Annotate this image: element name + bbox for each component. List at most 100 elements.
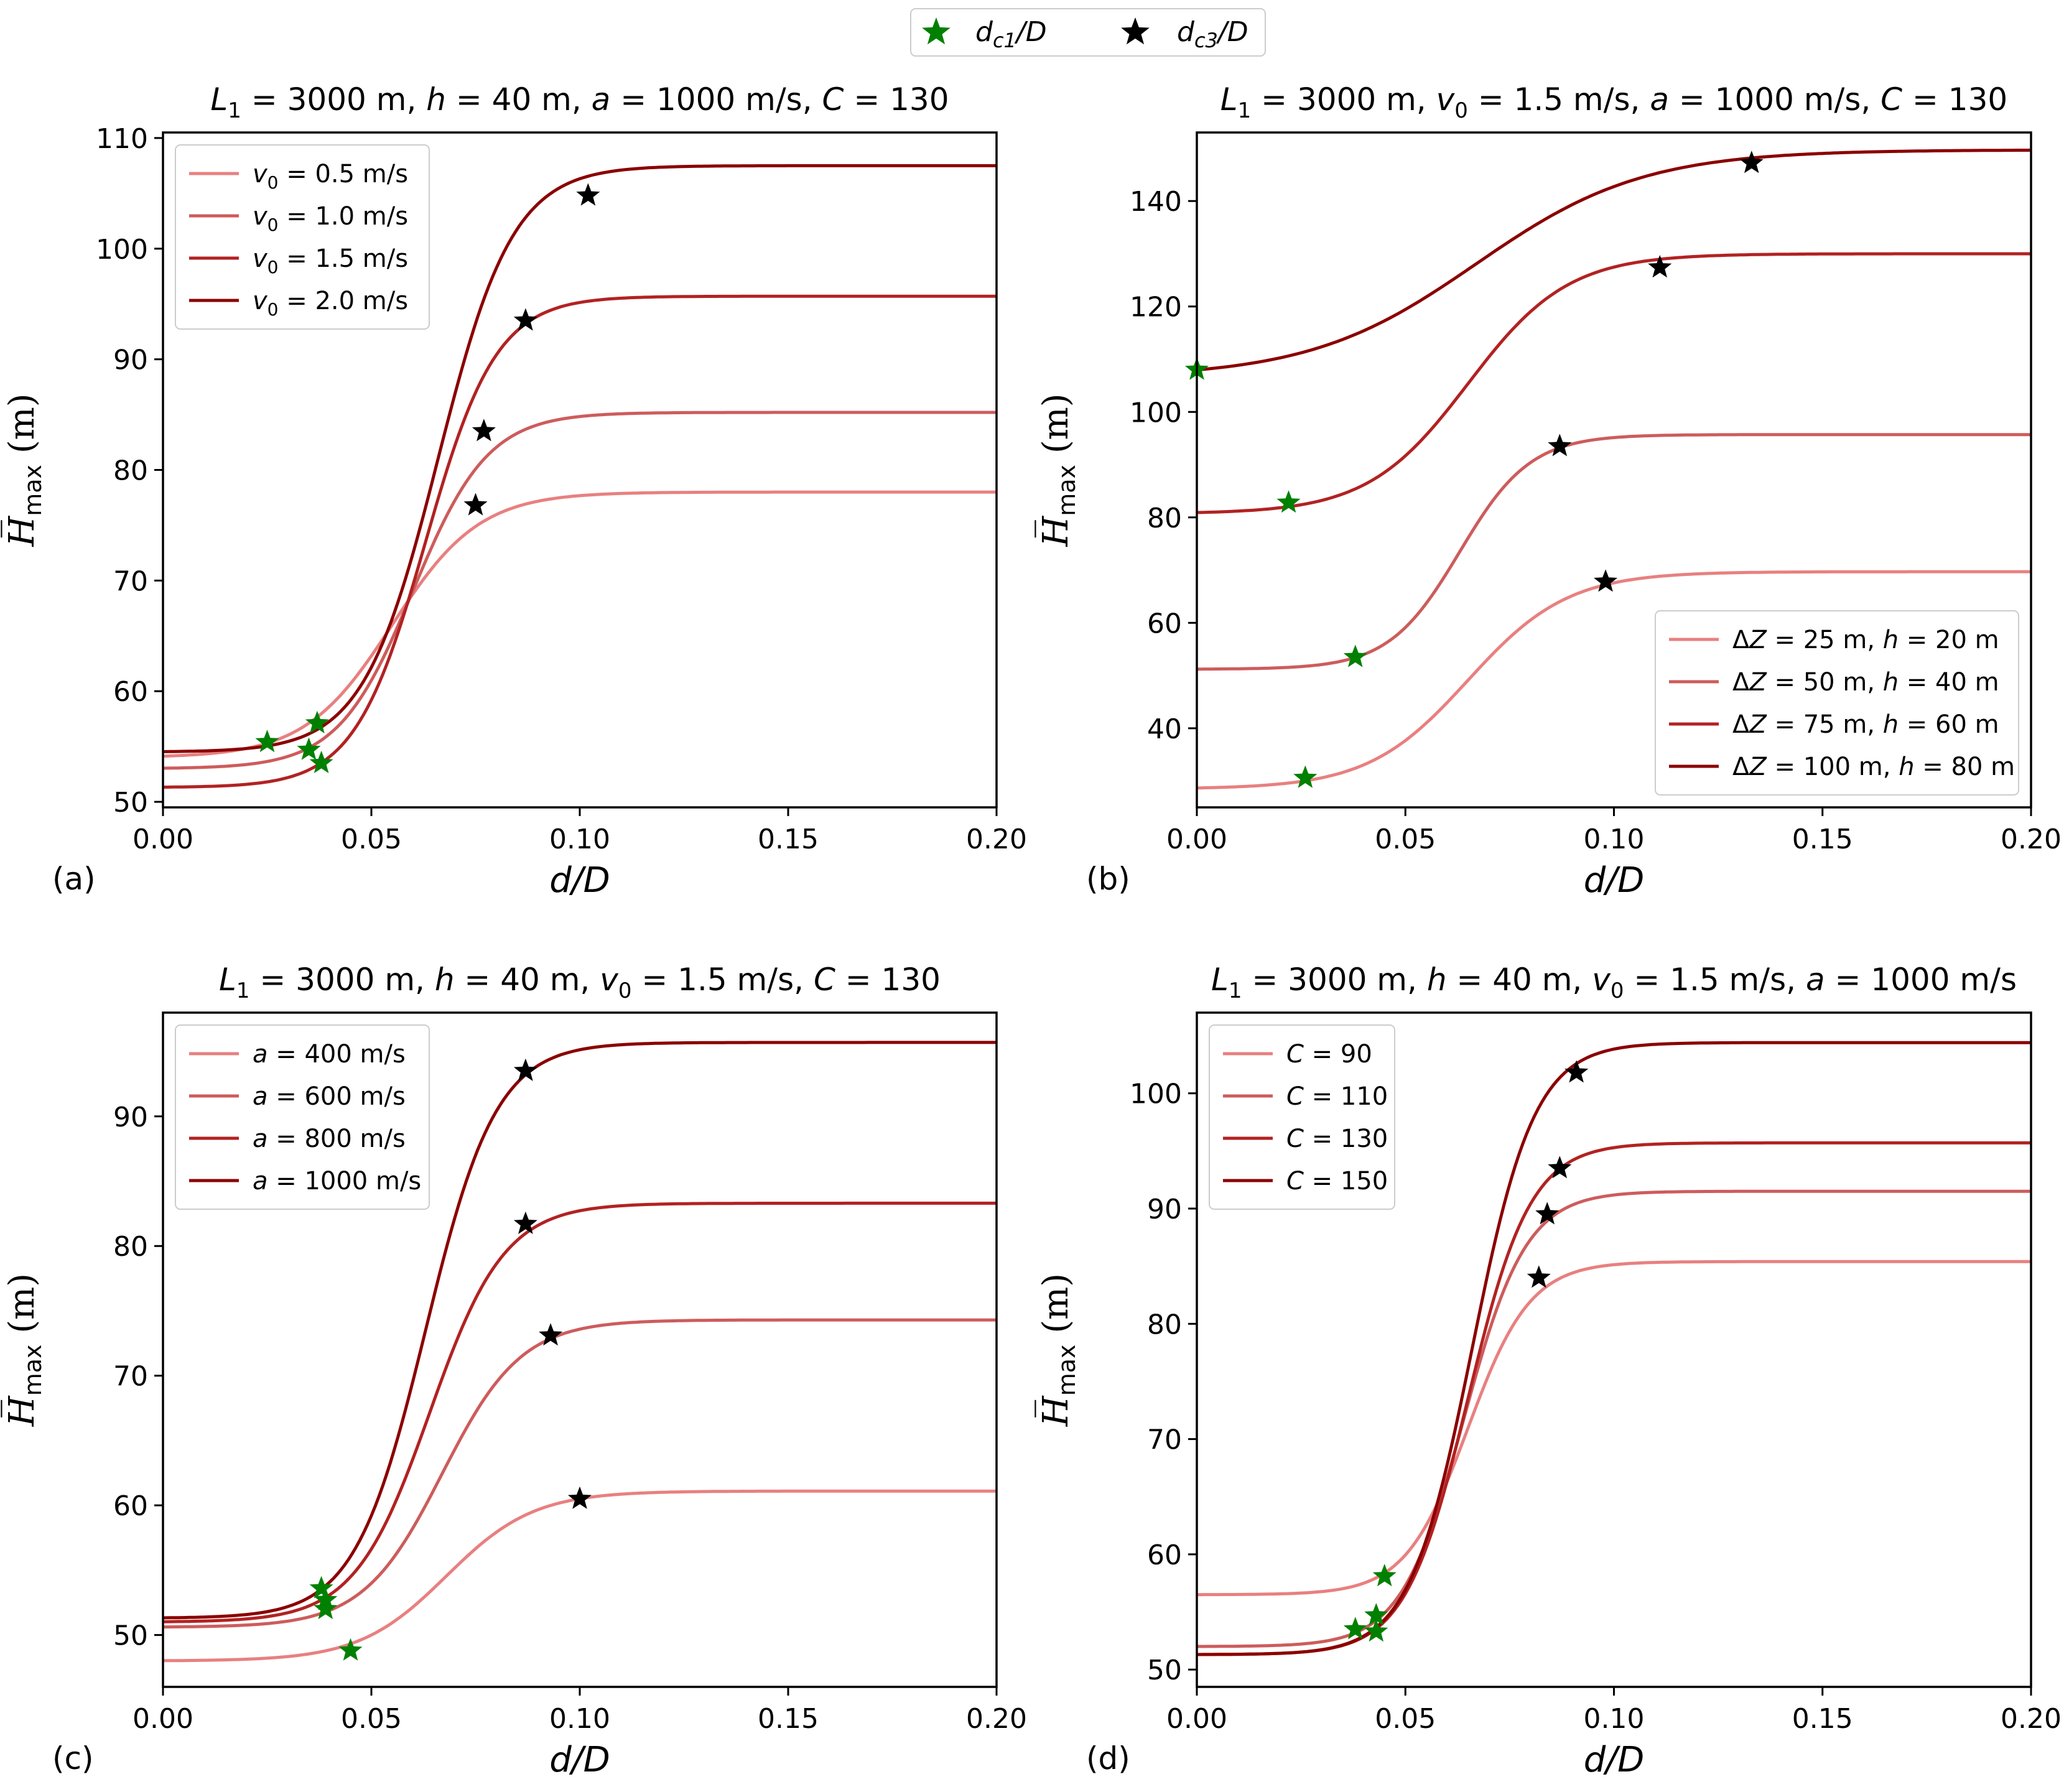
- dc1-star-marker: [1276, 490, 1301, 513]
- dc1-star-marker: [1343, 644, 1367, 667]
- dc3-star-marker: [513, 1211, 537, 1234]
- x-tick-label: 0.10: [1584, 1703, 1645, 1735]
- legend-frame: [175, 144, 430, 330]
- x-tick-label: 0.20: [2001, 824, 2062, 855]
- series-line-3: [1197, 1141, 2031, 1656]
- y-tick-label: 140: [1130, 186, 1182, 218]
- chart-title: L1 = 3000 m, h = 40 m, v0 = 1.5 m/s, a =…: [1211, 962, 2017, 1003]
- legend-label-2: ΔZ = 50 m, h = 40 m: [1732, 668, 1999, 697]
- plot-frame: [1196, 1011, 2032, 1688]
- y-tick-label: 80: [1147, 1309, 1182, 1340]
- x-axis-label: d/D: [1584, 860, 1645, 901]
- x-tick-label: 0.15: [758, 1703, 819, 1735]
- x-tick-label: 0.10: [549, 824, 610, 855]
- x-tick-label: 0.20: [966, 824, 1027, 855]
- dc1-star-marker: [314, 1596, 338, 1620]
- legend-label-3: v0 = 1.5 m/s: [253, 244, 408, 277]
- y-axis-label: H̅max (m): [1034, 1273, 1081, 1427]
- panel-label: (d): [1086, 1740, 1130, 1776]
- series-line-4: [163, 164, 997, 753]
- legend-label-2: v0 = 1.0 m/s: [253, 202, 408, 235]
- y-tick-label: 50: [113, 787, 148, 819]
- chart-panel-b: L1 = 3000 m, v0 = 1.5 m/s, a = 1000 m/s,…: [1034, 81, 2062, 901]
- x-tick-label: 0.10: [549, 1703, 610, 1735]
- dc1-star-marker: [305, 710, 329, 733]
- panel-label: (b): [1086, 861, 1130, 897]
- series-line-3: [163, 1201, 997, 1623]
- x-tick-label: 0.05: [341, 824, 402, 855]
- x-tick-label: 0.00: [1166, 824, 1227, 855]
- y-tick-label: 80: [113, 455, 148, 487]
- dc1-star-marker: [309, 1576, 333, 1599]
- legend: a = 400 m/s a = 600 m/s a = 800 m/s a = 100…: [175, 1024, 430, 1210]
- y-tick-label: 70: [1147, 1424, 1182, 1456]
- dc3-star-marker: [1739, 151, 1764, 174]
- y-tick-label: 80: [113, 1231, 148, 1263]
- dc3-star-marker: [568, 1486, 592, 1509]
- dc3-star-marker: [513, 1058, 537, 1081]
- x-tick-label: 0.10: [1584, 824, 1645, 855]
- dc1-star-marker: [338, 1638, 363, 1661]
- chart-panel-c: L1 = 3000 m, h = 40 m, v0 = 1.5 m/s, C =…: [1, 962, 1027, 1780]
- series-line-4: [163, 1041, 997, 1620]
- dc3-star-marker: [1648, 255, 1672, 278]
- series-line-4: [1197, 1041, 2031, 1656]
- legend-label-3: a = 800 m/s: [253, 1125, 406, 1153]
- dc1-star-marker: [309, 750, 333, 773]
- panel-label: (c): [52, 1740, 94, 1776]
- legend-label-4: v0 = 2.0 m/s: [253, 287, 408, 320]
- x-tick-label: 0.05: [1375, 824, 1436, 855]
- dc3-star-marker: [1564, 1060, 1589, 1083]
- legend-frame: [175, 1024, 430, 1210]
- x-tick-label: 0.20: [966, 1703, 1027, 1735]
- series-line-1: [1197, 1260, 2031, 1597]
- y-tick-label: 110: [96, 123, 148, 155]
- dc1-star-marker: [314, 1587, 338, 1610]
- y-tick-label: 50: [1147, 1655, 1182, 1686]
- x-tick-label: 0.05: [1375, 1703, 1436, 1735]
- x-tick-label: 0.20: [2001, 1703, 2062, 1735]
- legend-label-2: C = 110: [1286, 1082, 1388, 1111]
- chart-panel-a: L1 = 3000 m, h = 40 m, a = 1000 m/s, C =…: [1, 81, 1027, 901]
- series-line-2: [1197, 433, 2031, 671]
- legend-frame: [1209, 1024, 1395, 1210]
- dc3-star-marker: [1527, 1265, 1551, 1288]
- series-line-3: [163, 294, 997, 789]
- legend-label-1: ΔZ = 25 m, h = 20 m: [1732, 626, 1999, 654]
- legend-label-4: ΔZ = 100 m, h = 80 m: [1732, 753, 2015, 781]
- dc1-star-marker: [297, 737, 321, 760]
- legend-dc1-label: dc1/D: [975, 16, 1047, 52]
- chart-panel-d: L1 = 3000 m, h = 40 m, v0 = 1.5 m/s, a =…: [1034, 962, 2062, 1780]
- y-axis-label: H̅max (m): [1, 393, 47, 547]
- legend-frame: [1655, 610, 2019, 796]
- y-tick-label: 70: [113, 565, 148, 597]
- y-tick-label: 100: [1130, 1079, 1182, 1110]
- legend-label-1: a = 400 m/s: [253, 1040, 406, 1069]
- dc3-star-marker: [1594, 569, 1618, 592]
- dc3-star-marker: [1535, 1202, 1560, 1225]
- x-tick-label: 0.15: [758, 824, 819, 855]
- series-line-2: [163, 1318, 997, 1629]
- dc1-star-marker: [1343, 1617, 1367, 1640]
- x-axis-label: d/D: [1584, 1740, 1645, 1780]
- legend-label-2: a = 600 m/s: [253, 1082, 406, 1111]
- y-tick-label: 70: [113, 1361, 148, 1393]
- dc3-star-marker: [1548, 434, 1572, 457]
- series-lines: [163, 164, 997, 789]
- series-line-1: [163, 1489, 997, 1663]
- legend-label-3: ΔZ = 75 m, h = 60 m: [1732, 710, 1999, 739]
- y-tick-label: 50: [113, 1620, 148, 1652]
- x-axis-label: d/D: [549, 860, 610, 901]
- figure-legend: dc1/D dc3/D: [910, 8, 1266, 57]
- y-tick-label: 40: [1147, 713, 1182, 745]
- y-tick-label: 60: [113, 1490, 148, 1522]
- legend: C = 90 C = 110 C = 130 C = 150: [1209, 1024, 1395, 1210]
- chart-title: L1 = 3000 m, v0 = 1.5 m/s, a = 1000 m/s,…: [1220, 81, 2007, 123]
- dc1-star-marker: [1364, 1603, 1388, 1626]
- panel-label: (a): [52, 861, 96, 897]
- y-axis-label: H̅max (m): [1, 1273, 47, 1427]
- y-axis-label: H̅max (m): [1034, 393, 1081, 547]
- x-tick-label: 0.15: [1792, 824, 1853, 855]
- series-line-1: [163, 490, 997, 758]
- dc3-star-marker: [576, 183, 600, 206]
